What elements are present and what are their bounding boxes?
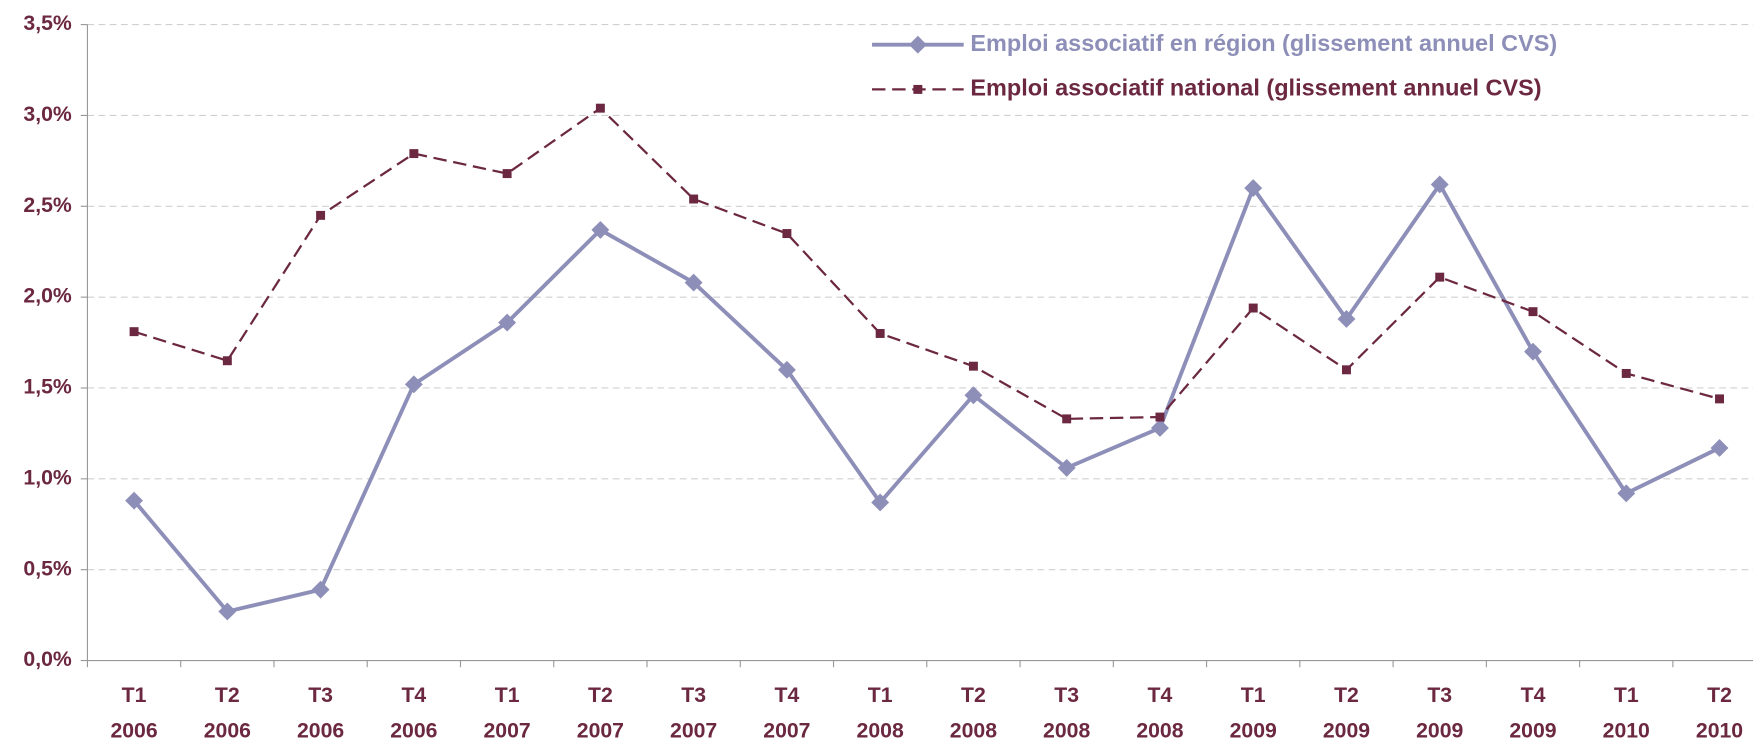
y-tick-label: 2,0% — [23, 285, 71, 308]
data-point — [1337, 309, 1356, 328]
x-tick-label: T1 — [868, 684, 893, 707]
x-tick-label: 2006 — [390, 720, 437, 741]
data-point — [1151, 419, 1169, 437]
data-point — [125, 491, 144, 510]
data-point — [1057, 458, 1076, 477]
y-tick-label: 3,5% — [23, 12, 71, 35]
x-tick-label: T3 — [681, 684, 706, 707]
legend-marker — [908, 35, 927, 54]
y-tick-label: 3,0% — [23, 103, 71, 126]
data-point — [1710, 439, 1729, 457]
x-tick-label: 2009 — [1416, 720, 1463, 741]
x-tick-label: 2010 — [1696, 720, 1743, 741]
data-point — [1524, 342, 1542, 361]
x-tick-label: 2008 — [950, 720, 997, 741]
data-point — [218, 602, 237, 621]
data-point — [875, 329, 885, 338]
x-tick-label: T2 — [588, 684, 613, 707]
legend-label: Emploi associatif national (glissement a… — [970, 75, 1541, 101]
x-tick-label: T3 — [1427, 684, 1452, 707]
data-point — [871, 493, 890, 512]
x-tick-label: T2 — [215, 684, 240, 707]
x-tick-label: 2007 — [577, 720, 624, 741]
x-tick-label: 2007 — [763, 720, 810, 741]
y-tick-label: 1,0% — [23, 466, 71, 489]
legend-marker — [913, 84, 923, 94]
data-point — [409, 149, 419, 159]
data-point — [311, 580, 330, 599]
data-point — [404, 375, 423, 394]
x-tick-label: 2006 — [204, 720, 251, 741]
data-point — [222, 356, 232, 366]
x-tick-label: T1 — [1614, 684, 1639, 707]
data-point — [689, 194, 699, 204]
x-tick-label: 2009 — [1323, 720, 1370, 741]
x-tick-label: T4 — [401, 684, 426, 707]
x-tick-label: 2008 — [1136, 720, 1183, 741]
x-tick-label: 2008 — [1043, 720, 1090, 741]
x-tick-label: T4 — [1521, 684, 1546, 707]
x-tick-label: 2009 — [1230, 720, 1277, 741]
x-tick-label: T2 — [961, 684, 986, 707]
x-tick-label: T3 — [308, 684, 333, 707]
series-line — [132, 180, 1721, 614]
data-point — [1715, 394, 1724, 404]
data-point — [968, 361, 978, 371]
x-tick-label: T2 — [1334, 684, 1359, 707]
x-tick-label: T3 — [1054, 684, 1079, 707]
series-line — [133, 106, 1720, 420]
y-tick-label: 1,5% — [23, 376, 71, 399]
data-point — [1435, 272, 1445, 282]
data-point — [502, 169, 512, 179]
legend-label: Emploi associatif en région (glissement … — [970, 30, 1557, 56]
data-point — [316, 210, 326, 220]
x-tick-label: 2006 — [297, 720, 344, 741]
x-tick-label: T1 — [1241, 684, 1266, 707]
data-point — [1155, 412, 1165, 422]
y-tick-label: 2,5% — [23, 194, 71, 217]
x-tick-label: 2008 — [857, 720, 904, 741]
data-point — [782, 229, 792, 239]
x-tick-label: T1 — [495, 684, 520, 707]
data-point — [1244, 179, 1263, 198]
x-tick-label: T4 — [775, 684, 800, 707]
data-point — [129, 327, 139, 337]
x-tick-label: T1 — [122, 684, 147, 707]
data-point — [1248, 303, 1258, 313]
y-tick-label: 0,0% — [23, 648, 71, 671]
data-point — [1062, 414, 1072, 424]
x-tick-label: T2 — [1707, 684, 1732, 707]
data-point — [1342, 365, 1351, 375]
y-tick-label: 0,5% — [23, 557, 71, 580]
data-point — [595, 103, 605, 113]
x-tick-label: T4 — [1148, 684, 1173, 707]
x-tick-label: 2010 — [1603, 720, 1650, 741]
x-tick-label: 2007 — [484, 720, 531, 741]
data-point — [1430, 175, 1449, 194]
x-tick-label: 2009 — [1509, 720, 1556, 741]
data-point — [1528, 307, 1538, 317]
data-point — [1621, 368, 1631, 378]
x-tick-label: 2006 — [110, 720, 157, 741]
x-tick-label: 2007 — [670, 720, 717, 741]
